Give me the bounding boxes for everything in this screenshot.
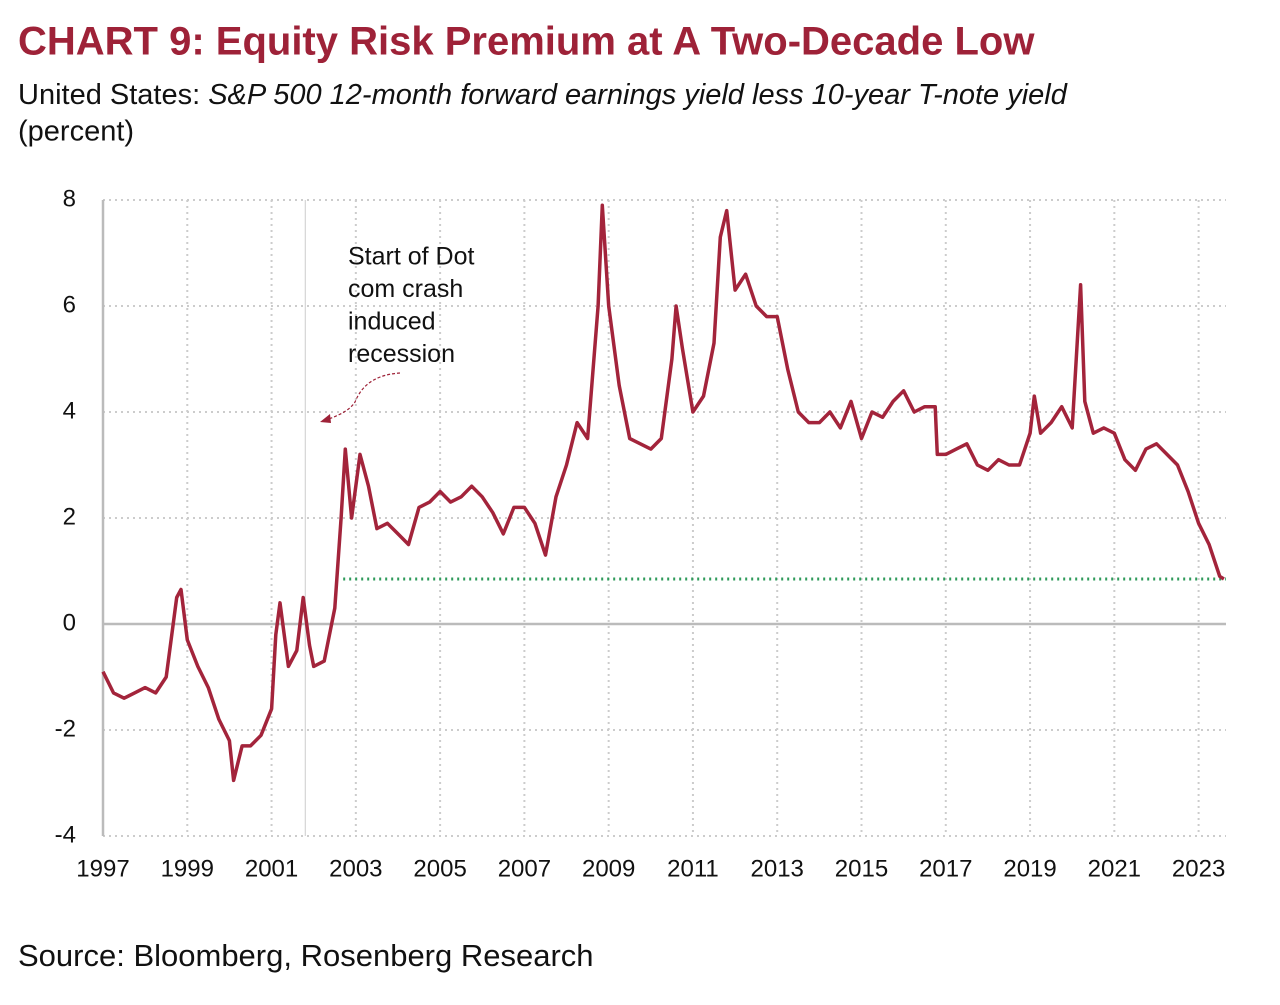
y-tick-label: 8 [63,185,76,212]
annotation-text: induced [348,308,436,336]
annotation-text: recession [348,340,455,368]
x-tick-label: 2001 [245,855,298,882]
y-tick-label: -2 [55,715,76,742]
x-tick-label: 2007 [498,855,551,882]
y-tick-label: 2 [63,503,76,530]
chart-title: CHART 9: Equity Risk Premium at A Two-De… [18,20,1035,64]
annotation-arrow [325,372,401,421]
x-tick-label: 2011 [667,855,719,882]
x-tick-label: 2021 [1088,855,1141,882]
chart-subtitle: United States: S&P 500 12-month forward … [18,79,1068,111]
data-line [101,203,1225,783]
x-tick-label: 2023 [1172,855,1225,882]
source: Source: Bloomberg, Rosenberg Research [18,938,594,973]
subtitle-prefix: United States: [18,79,200,111]
x-tick-label: 2005 [413,855,466,882]
x-tick-label: 2009 [582,855,635,882]
unit-label: (percent) [18,116,134,148]
x-tick-label: 1997 [76,855,129,882]
x-tick-label: 2013 [751,855,804,882]
annotation-text: com crash [348,275,463,303]
x-tick-label: 2003 [329,855,382,882]
subtitle: S&P 500 12-month forward earnings yield … [208,79,1068,111]
annotation-text: Start of Dot [348,243,474,271]
x-tick-label: 2019 [1003,855,1056,882]
y-tick-label: 4 [63,397,76,424]
x-tick-label: 1999 [161,855,214,882]
arrow-head [320,414,331,423]
x-tick-label: 2017 [919,855,972,882]
y-tick-label: -4 [55,821,76,848]
y-tick-label: 6 [63,291,76,318]
y-tick-label: 0 [63,609,76,636]
x-tick-label: 2015 [835,855,888,882]
